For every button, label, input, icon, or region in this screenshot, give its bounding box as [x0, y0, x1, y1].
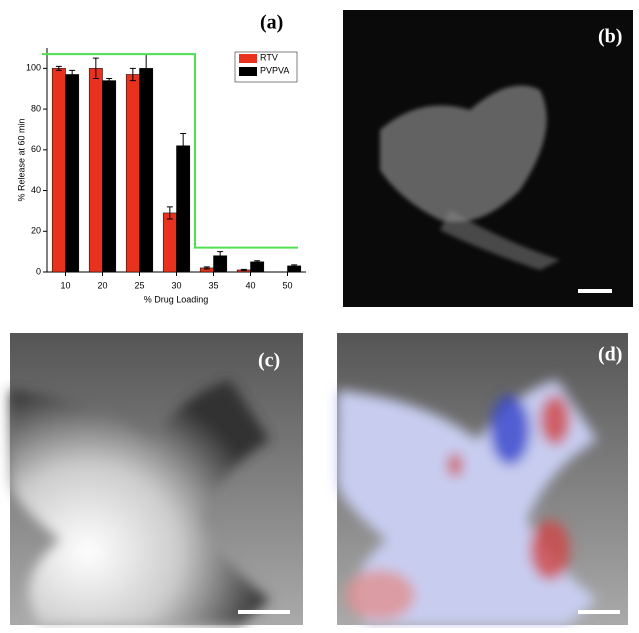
bar — [52, 68, 65, 272]
y-tick-label: 100 — [26, 63, 41, 73]
panel-label: (a) — [260, 12, 283, 34]
bar — [177, 146, 190, 272]
y-axis-label: % Release at 60 min — [16, 118, 26, 201]
x-axis-label: % Drug Loading — [144, 294, 209, 304]
bar — [140, 68, 153, 272]
y-tick-label: 80 — [31, 103, 41, 113]
panel-label: (c) — [258, 350, 280, 372]
panel-label: (d) — [598, 344, 622, 366]
x-tick-label: 25 — [134, 280, 144, 290]
bar — [126, 74, 139, 272]
legend-swatch — [239, 67, 257, 76]
bar — [66, 74, 79, 272]
x-tick-label: 50 — [282, 280, 292, 290]
x-tick-label: 35 — [208, 280, 218, 290]
y-tick-label: 0 — [36, 266, 41, 276]
x-tick-label: 10 — [60, 280, 70, 290]
x-tick-label: 20 — [97, 280, 107, 290]
y-tick-label: 20 — [31, 226, 41, 236]
y-tick-label: 40 — [31, 185, 41, 195]
panel-label: (b) — [598, 26, 622, 48]
y-tick-label: 60 — [31, 144, 41, 154]
page: (b) (c) (d) (a) % Drug Loading % Release… — [0, 0, 639, 633]
legend-swatch — [239, 54, 257, 63]
x-tick-label: 40 — [245, 280, 255, 290]
bar — [103, 81, 116, 272]
legend-label: RTV — [260, 52, 278, 62]
bar — [163, 213, 176, 272]
x-tick-label: 30 — [171, 280, 181, 290]
figure: (b) (c) (d) (a) % Drug Loading % Release… — [0, 0, 639, 628]
legend-label: PVPVA — [260, 65, 289, 75]
bar — [89, 68, 102, 272]
bar — [251, 262, 264, 272]
